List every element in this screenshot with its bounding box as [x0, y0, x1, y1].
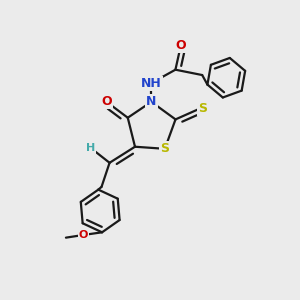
Text: O: O [79, 230, 88, 240]
Text: N: N [146, 95, 157, 108]
Text: O: O [101, 95, 112, 108]
Text: NH: NH [141, 76, 162, 90]
Text: S: S [160, 142, 169, 155]
Text: O: O [176, 39, 186, 52]
Text: H: H [86, 143, 95, 153]
Text: S: S [198, 102, 207, 115]
